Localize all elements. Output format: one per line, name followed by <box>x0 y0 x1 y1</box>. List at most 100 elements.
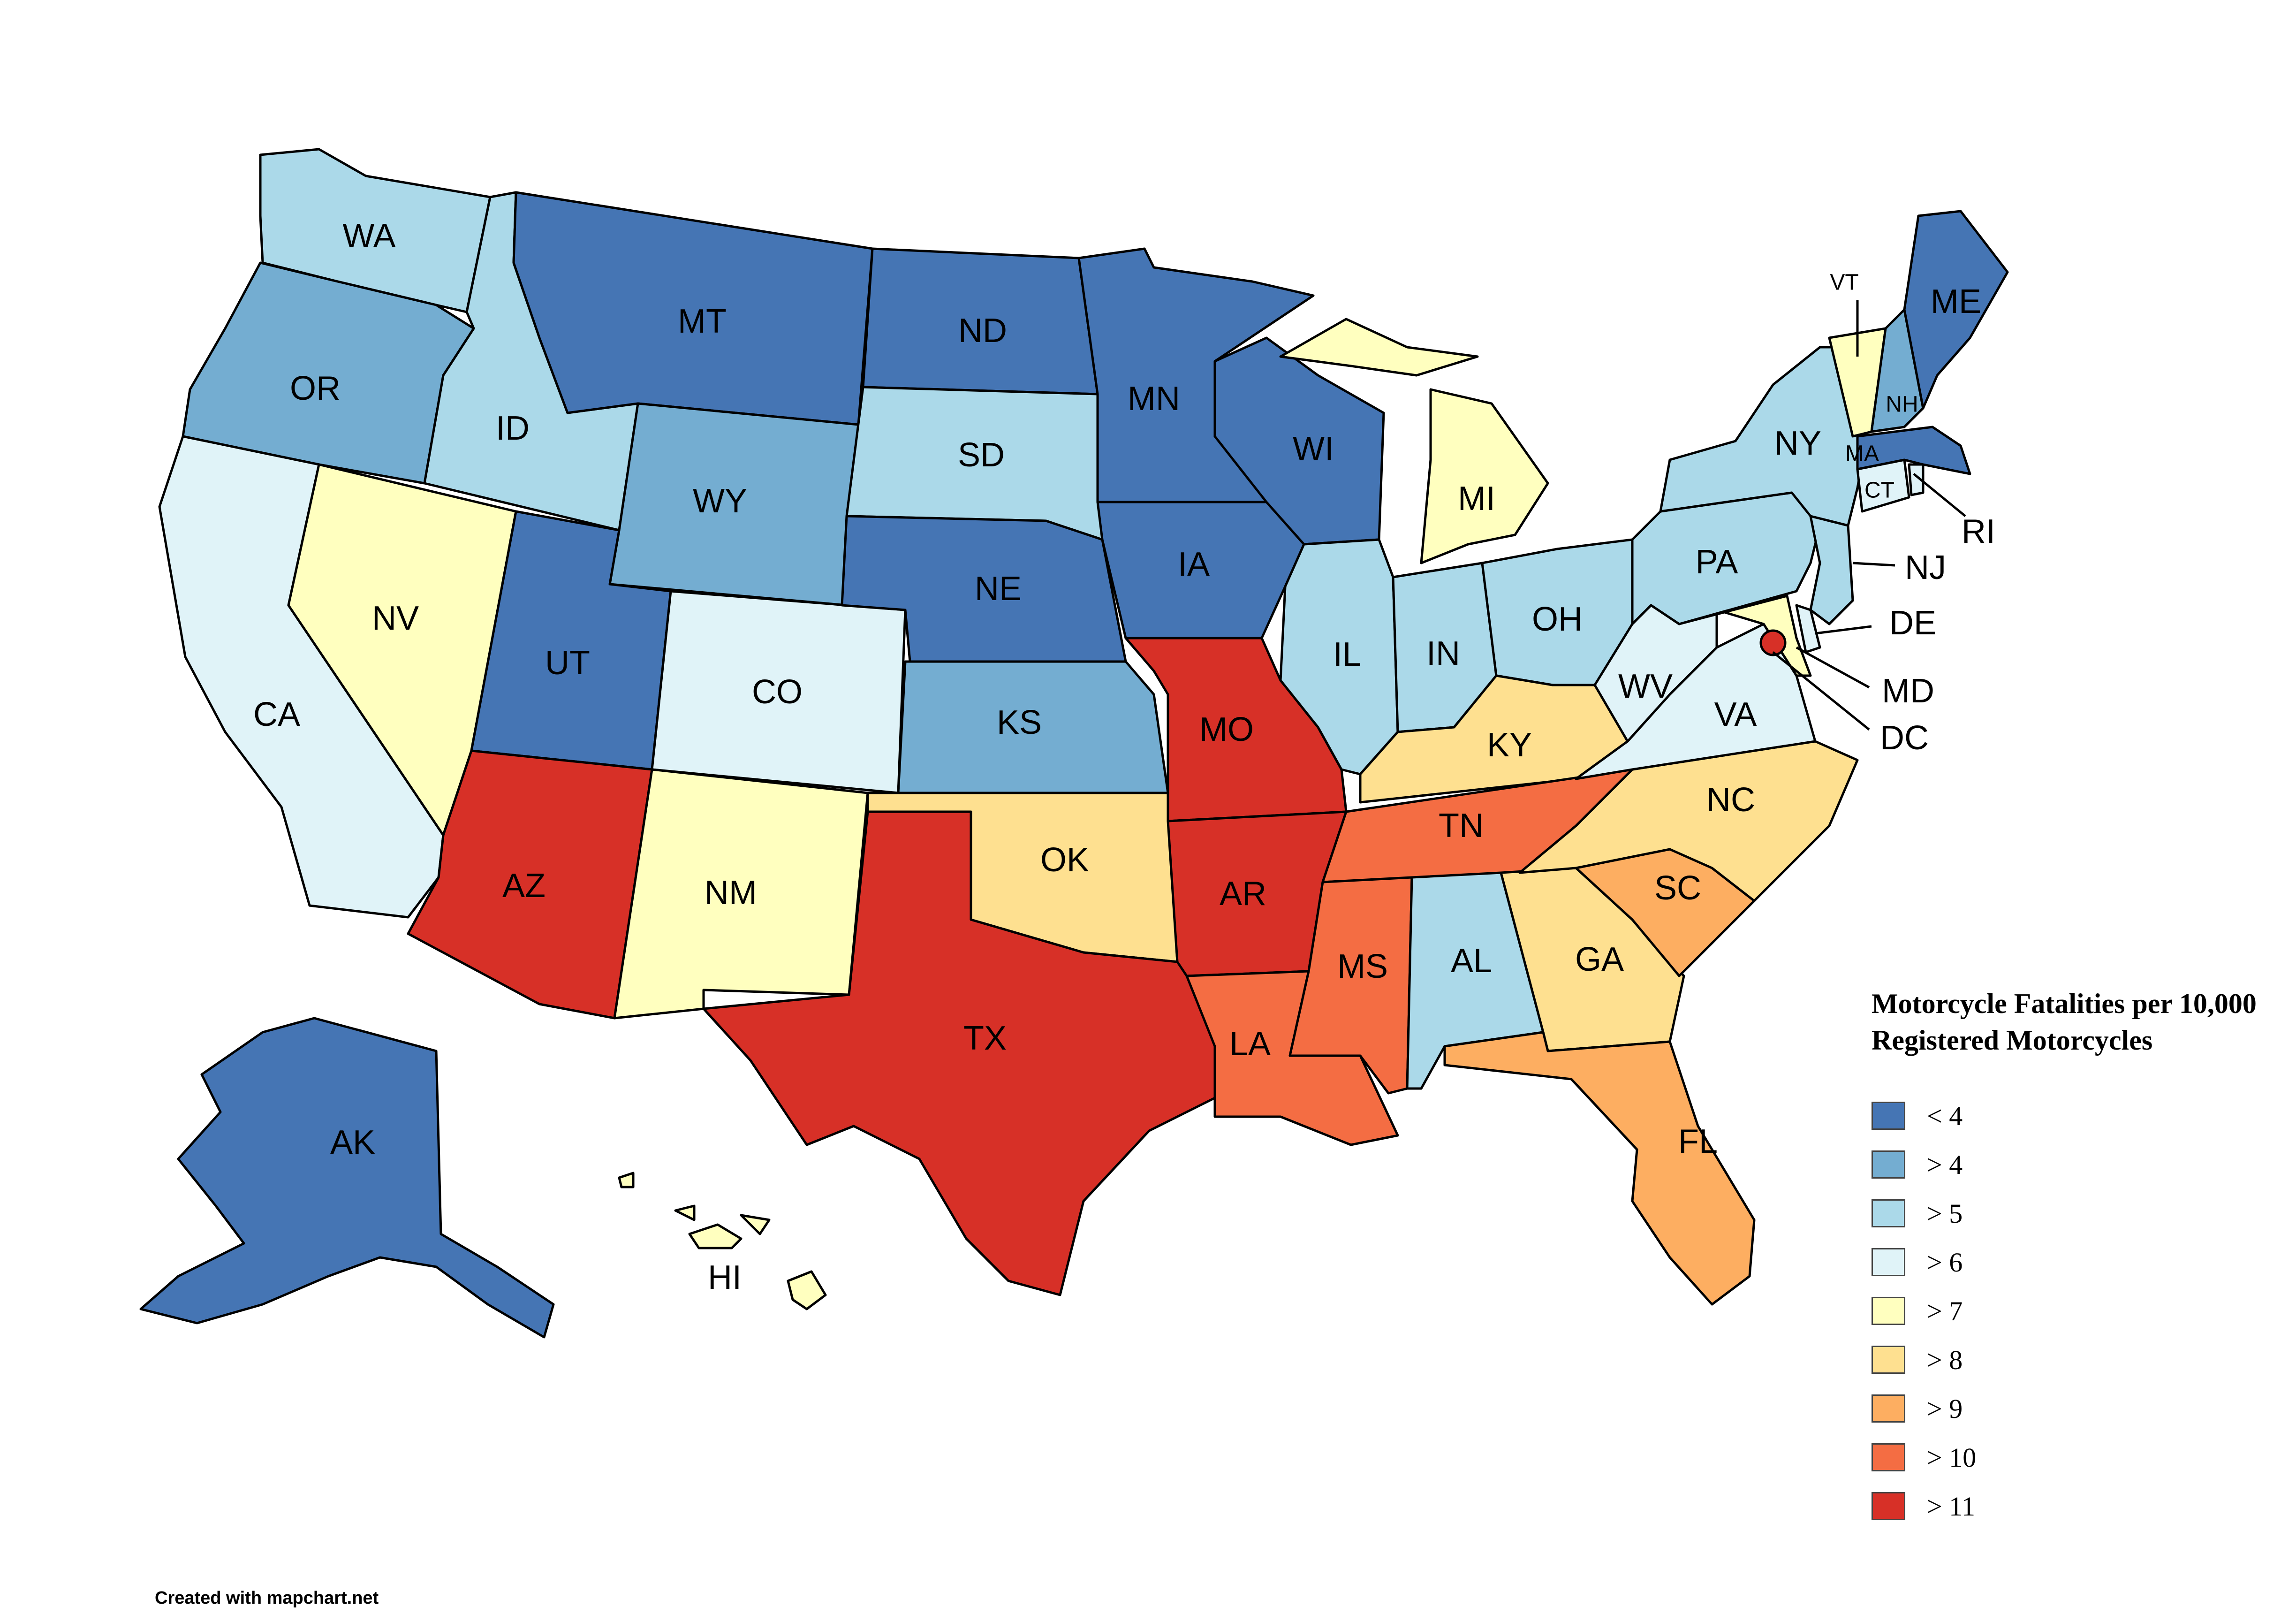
legend-item: > 4 <box>1872 1140 2294 1189</box>
legend-swatch <box>1872 1248 1905 1276</box>
state-label-fl: FL <box>1678 1123 1718 1160</box>
state-label-wy: WY <box>693 482 747 520</box>
state-label-il: IL <box>1333 636 1361 673</box>
state-MI <box>1420 388 1549 564</box>
state-label-mi: MI <box>1458 480 1495 518</box>
state-label-ms: MS <box>1337 948 1388 985</box>
state-label-ca: CA <box>253 696 300 733</box>
legend-swatch <box>1872 1102 1905 1130</box>
state-label-va: VA <box>1714 696 1757 733</box>
legend-label: > 5 <box>1927 1198 1963 1229</box>
legend-swatch <box>1872 1394 1905 1423</box>
legend-swatch <box>1872 1297 1905 1325</box>
state-label-la: LA <box>1229 1025 1271 1063</box>
state-label-oh: OH <box>1532 601 1583 638</box>
state-label-ne: NE <box>975 570 1022 608</box>
state-DC <box>1759 629 1787 656</box>
state-label-tn: TN <box>1439 807 1484 845</box>
state-label-ia: IA <box>1178 546 1210 583</box>
state-AK <box>139 1017 555 1339</box>
state-label-ri: RI <box>1962 513 1995 550</box>
state-label-co: CO <box>752 673 803 711</box>
state-label-nh: NH <box>1886 392 1918 417</box>
state-MO <box>1124 637 1348 822</box>
state-label-ky: KY <box>1487 726 1532 764</box>
state-label-wv: WV <box>1618 668 1673 705</box>
state-WA <box>259 148 492 313</box>
legend-swatch <box>1872 1443 1905 1471</box>
legend: Motorcycle Fatalities per 10,000 Registe… <box>1872 985 2294 1531</box>
state-label-wi: WI <box>1293 430 1334 468</box>
state-label-ar: AR <box>1220 875 1266 913</box>
state-label-ct: CT <box>1864 478 1894 503</box>
state-label-sd: SD <box>958 436 1005 474</box>
legend-label: < 4 <box>1927 1100 1963 1131</box>
legend-swatch <box>1872 1150 1905 1179</box>
state-label-pa: PA <box>1696 543 1738 581</box>
state-label-md: MD <box>1882 672 1934 710</box>
state-MI-upper <box>1279 318 1479 377</box>
leader-line-ri <box>1913 473 1966 517</box>
legend-item: > 5 <box>1872 1189 2294 1238</box>
state-label-vt: VT <box>1830 270 1858 295</box>
state-label-nj: NJ <box>1905 549 1946 586</box>
legend-item: > 8 <box>1872 1335 2294 1384</box>
credit-text: Created with mapchart.net <box>155 1588 379 1608</box>
state-label-de: DE <box>1889 604 1936 642</box>
state-label-ga: GA <box>1575 941 1624 978</box>
legend-item: > 10 <box>1872 1433 2294 1482</box>
legend-item: > 9 <box>1872 1384 2294 1433</box>
state-KS <box>897 660 1169 794</box>
state-NH <box>1870 308 1925 433</box>
legend-item: > 7 <box>1872 1287 2294 1335</box>
state-label-wa: WA <box>342 217 395 255</box>
leader-line-nj <box>1852 562 1895 567</box>
state-TX <box>702 810 1216 1296</box>
legend-item: > 11 <box>1872 1482 2294 1531</box>
legend-label: > 8 <box>1927 1344 1963 1375</box>
legend-label: > 6 <box>1927 1247 1963 1278</box>
state-label-dc: DC <box>1880 719 1929 757</box>
state-label-in: IN <box>1426 635 1460 672</box>
state-FL <box>1443 1031 1756 1306</box>
state-label-ok: OK <box>1040 841 1089 879</box>
state-label-mn: MN <box>1128 380 1180 418</box>
state-label-or: OR <box>290 370 341 407</box>
state-ME <box>1903 210 2009 410</box>
state-label-nm: NM <box>705 874 757 912</box>
state-IL <box>1279 538 1399 776</box>
state-DE <box>1795 604 1821 654</box>
state-HI <box>618 1172 827 1310</box>
state-MA <box>1856 426 1971 475</box>
legend-swatch <box>1872 1492 1905 1520</box>
legend-item: > 6 <box>1872 1238 2294 1287</box>
state-NJ <box>1809 515 1854 625</box>
state-KY <box>1359 674 1629 804</box>
legend-label: > 7 <box>1927 1295 1963 1326</box>
state-label-az: AZ <box>502 867 546 905</box>
state-label-ut: UT <box>545 644 590 682</box>
legend-label: > 11 <box>1927 1491 1976 1522</box>
state-label-mo: MO <box>1199 711 1254 748</box>
leader-line-de <box>1815 625 1872 635</box>
state-label-ak: AK <box>330 1124 375 1161</box>
state-label-ny: NY <box>1774 425 1821 462</box>
legend-title: Motorcycle Fatalities per 10,000 Registe… <box>1872 988 2257 1056</box>
state-label-nv: NV <box>372 600 419 637</box>
legend-label: > 9 <box>1927 1393 1963 1424</box>
state-label-mt: MT <box>678 303 727 340</box>
legend-label: > 10 <box>1927 1442 1977 1473</box>
state-label-al: AL <box>1451 942 1492 980</box>
state-label-me: ME <box>1931 283 1981 320</box>
legend-swatch <box>1872 1346 1905 1374</box>
state-label-ma: MA <box>1845 442 1879 466</box>
state-label-id: ID <box>496 410 530 447</box>
state-label-nd: ND <box>958 312 1007 350</box>
state-label-hi: HI <box>708 1259 742 1296</box>
legend-label: > 4 <box>1927 1149 1963 1180</box>
legend-item: < 4 <box>1872 1091 2294 1140</box>
legend-swatch <box>1872 1199 1905 1227</box>
state-label-tx: TX <box>963 1020 1007 1057</box>
state-label-nc: NC <box>1706 781 1755 819</box>
